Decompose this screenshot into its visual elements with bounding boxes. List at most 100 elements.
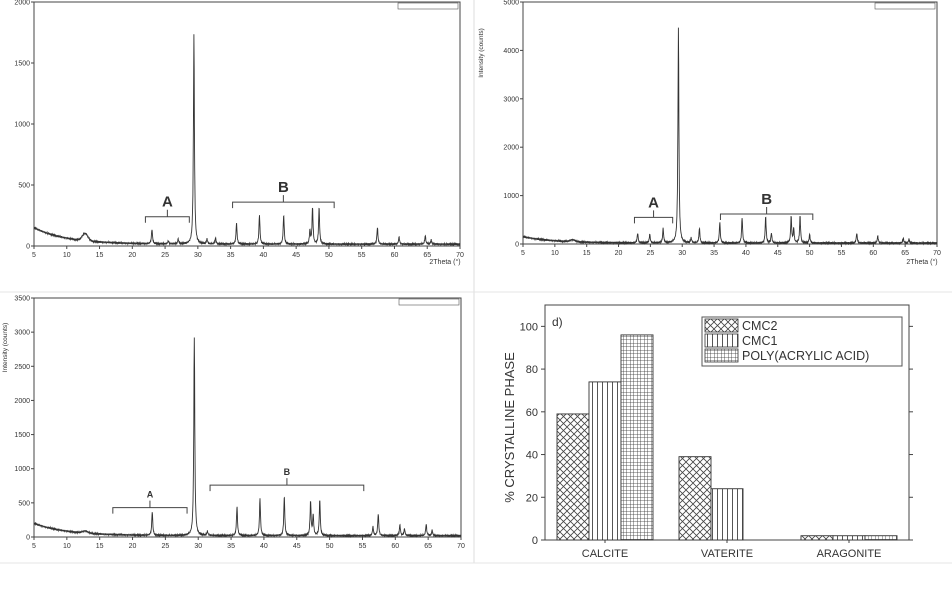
plot-frame-b (522, 1, 938, 245)
y-tick-label: 0 (515, 242, 519, 249)
x-tick-label: 20 (128, 252, 136, 259)
x-tick-label: 5 (32, 543, 36, 550)
bar-poly-acrylic-acid--aragonite (864, 535, 898, 541)
x-tick-label: 55 (838, 250, 846, 257)
bracket-label-B: B (278, 179, 289, 196)
bracket-B (232, 195, 335, 209)
x-tick-label: 20 (615, 250, 623, 257)
bracket-label-A: A (162, 194, 173, 211)
x-tick-label: 70 (933, 250, 941, 257)
y-tick-label: 100 (520, 321, 538, 333)
y-tick-label: 0 (26, 244, 30, 251)
category-label: ARAGONITE (817, 548, 882, 560)
x-tick-label: 5 (32, 252, 36, 259)
x-tick-label: 70 (456, 252, 464, 259)
bracket-label-B: B (284, 467, 291, 477)
x-tick-label: 35 (227, 252, 235, 259)
file-info-box-c (398, 298, 460, 306)
x-tick-label: 40 (259, 252, 267, 259)
y-tick-label: 2500 (14, 364, 30, 371)
bracket-A (112, 500, 188, 514)
x-tick-label: 20 (129, 543, 137, 550)
legend-swatch-2 (704, 348, 739, 363)
category-label: VATERITE (701, 548, 753, 560)
x-tick-label: 40 (260, 543, 268, 550)
y-tick-label: 3000 (14, 330, 30, 337)
bracket-B (719, 206, 814, 220)
x-tick-label: 30 (194, 543, 202, 550)
y-tick-label: 500 (18, 183, 30, 190)
y-axis-label: Intensity (counts) (2, 323, 9, 373)
file-info-box-b (874, 2, 936, 10)
bar-cmc2-calcite (556, 413, 590, 541)
category-label: CALCITE (582, 548, 628, 560)
y-tick-label: 1500 (14, 61, 30, 68)
x-tick-label: 60 (391, 252, 399, 259)
x-tick-label: 65 (423, 252, 431, 259)
x-tick-label: 55 (359, 543, 367, 550)
x-tick-label: 15 (96, 543, 104, 550)
legend-swatch-0 (704, 318, 739, 333)
y-tick-label: 3500 (14, 296, 30, 303)
x-tick-label: 65 (901, 250, 909, 257)
legend-label: CMC2 (742, 319, 777, 333)
x-tick-label: 45 (293, 543, 301, 550)
x-tick-label: 25 (161, 543, 169, 550)
x-tick-label: 50 (326, 543, 334, 550)
x-axis-label: 2Theta (°) (906, 258, 937, 266)
x-tick-label: 60 (391, 543, 399, 550)
x-tick-label: 15 (96, 252, 104, 259)
y-tick-label: 40 (526, 450, 538, 462)
x-tick-label: 10 (63, 543, 71, 550)
y-tick-label: 60 (526, 407, 538, 419)
x-tick-label: 50 (325, 252, 333, 259)
y-tick-label: 3000 (503, 96, 519, 103)
y-tick-label: 1500 (14, 432, 30, 439)
legend-label: POLY(ACRYLIC ACID) (742, 349, 869, 363)
x-tick-label: 45 (774, 250, 782, 257)
y-tick-label: 2000 (14, 398, 30, 405)
xrd-pattern-c (33, 337, 462, 539)
plot-frame-c (33, 297, 462, 538)
x-tick-label: 70 (457, 543, 465, 550)
x-tick-label: 30 (194, 252, 202, 259)
bracket-B (209, 478, 365, 492)
bracket-label-A: A (648, 194, 659, 211)
x-tick-label: 40 (742, 250, 750, 257)
x-tick-label: 25 (646, 250, 654, 257)
bracket-A (144, 209, 190, 223)
bar-cmc1-vaterite (710, 488, 744, 541)
x-axis-label: 2Theta (°) (429, 258, 460, 266)
file-info-box-a (397, 2, 459, 10)
bar-cmc1-aragonite (832, 535, 866, 541)
y-tick-label: 5000 (503, 0, 519, 7)
x-tick-label: 50 (806, 250, 814, 257)
x-tick-label: 5 (521, 250, 525, 257)
y-tick-label: 0 (532, 535, 538, 547)
xrd-pattern-b (522, 27, 938, 246)
legend-swatch-1 (704, 333, 739, 348)
x-tick-label: 45 (292, 252, 300, 259)
y-tick-label: 1000 (14, 122, 30, 129)
x-tick-label: 10 (63, 252, 71, 259)
y-axis-label: % CRYSTALLINE PHASE (502, 352, 517, 503)
bracket-A (633, 210, 674, 224)
y-tick-label: 1000 (503, 193, 519, 200)
x-tick-label: 65 (424, 543, 432, 550)
y-tick-label: 2000 (503, 145, 519, 152)
y-tick-label: 80 (526, 364, 538, 376)
xrd-pattern-a (33, 34, 461, 247)
x-tick-label: 30 (678, 250, 686, 257)
x-tick-label: 60 (869, 250, 877, 257)
bar-cmc1-calcite (588, 381, 622, 541)
y-tick-label: 2000 (14, 0, 30, 7)
x-tick-label: 35 (710, 250, 718, 257)
y-tick-label: 20 (526, 492, 538, 504)
x-tick-label: 55 (358, 252, 366, 259)
bracket-label-B: B (761, 191, 772, 208)
bar-poly-acrylic-acid--calcite (620, 334, 654, 541)
bar-cmc2-vaterite (678, 456, 712, 541)
bracket-label-A: A (147, 490, 154, 500)
y-tick-label: 500 (18, 500, 30, 507)
